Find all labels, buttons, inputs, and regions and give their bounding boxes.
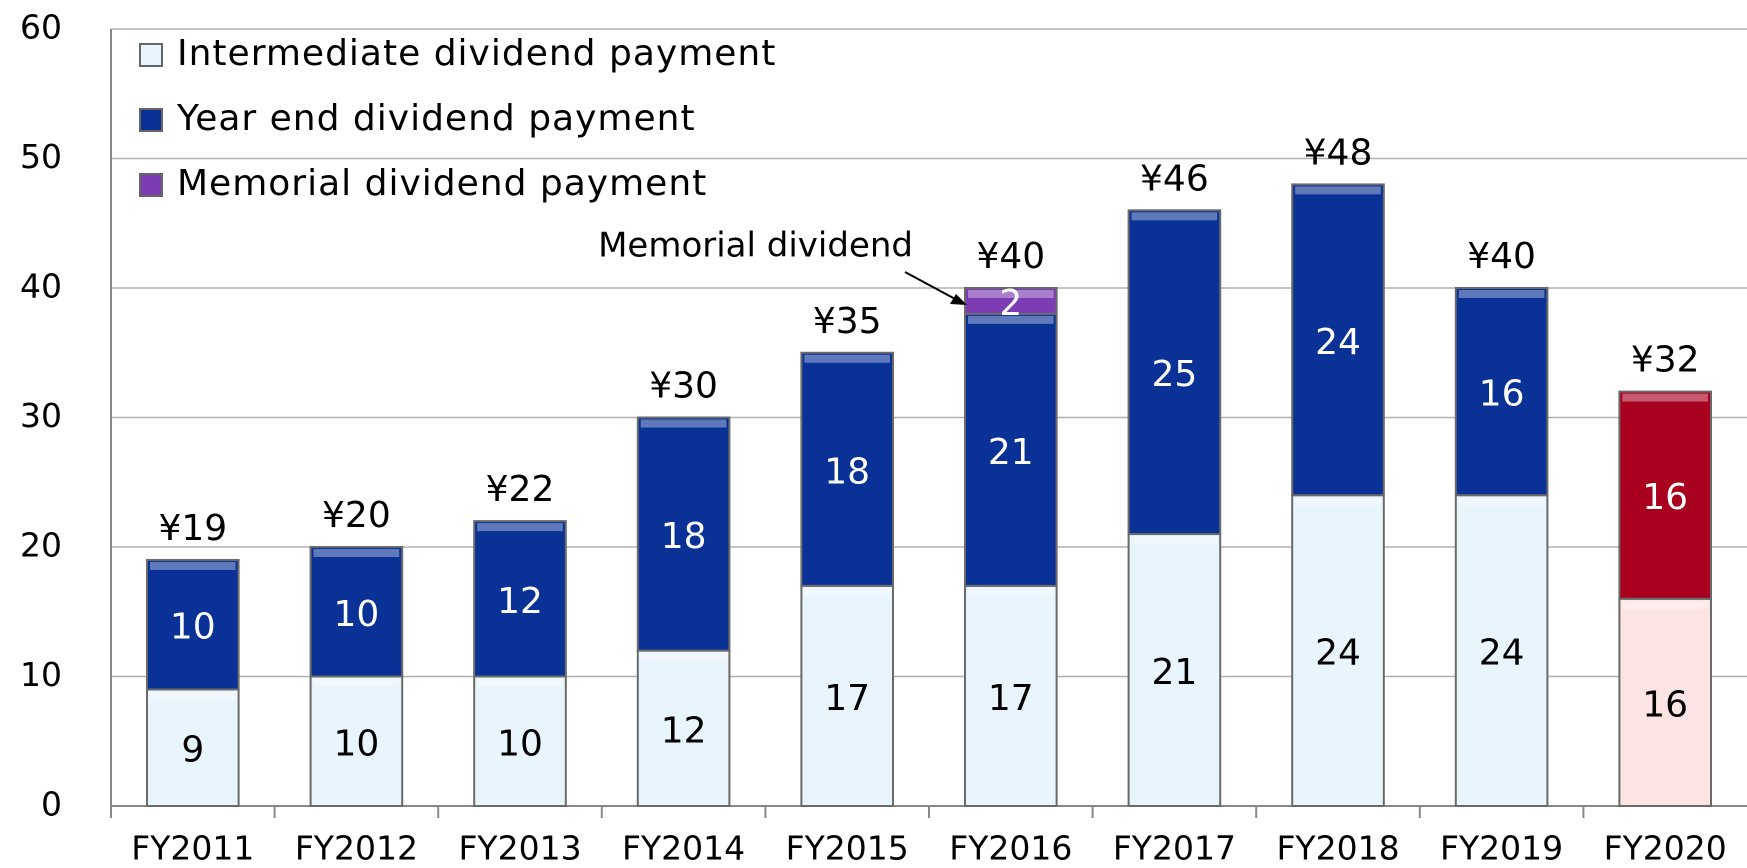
legend-swatch xyxy=(139,43,163,67)
total-label: ¥19 xyxy=(158,508,227,549)
total-label: ¥46 xyxy=(1140,158,1209,199)
bar-segment xyxy=(145,558,240,691)
data-label: 21 xyxy=(1151,652,1197,693)
bar-segment xyxy=(309,675,404,807)
y-tick-label: 50 xyxy=(20,137,62,176)
bar-highlight xyxy=(1622,600,1709,609)
bar-segment xyxy=(963,584,1058,807)
bar-highlight xyxy=(1131,536,1218,545)
total-label: ¥22 xyxy=(486,469,555,510)
data-label: 16 xyxy=(1642,684,1688,725)
bar-segment xyxy=(473,675,567,807)
x-tick-label: FY2014 xyxy=(622,829,745,868)
legend-swatch xyxy=(139,108,163,132)
bar-highlight xyxy=(1131,212,1218,221)
data-label: 2 xyxy=(999,283,1022,324)
bar-highlight xyxy=(967,290,1054,298)
bar-highlight xyxy=(804,354,891,363)
bar-highlight xyxy=(1458,290,1545,298)
bar-segment xyxy=(800,351,895,587)
total-label: ¥40 xyxy=(1467,236,1536,277)
data-label: 12 xyxy=(497,581,543,622)
legend-swatch xyxy=(139,173,163,197)
data-label: 10 xyxy=(497,723,543,764)
bar-highlight xyxy=(640,652,727,661)
bar-highlight xyxy=(967,315,1054,324)
y-tick-label: 40 xyxy=(20,267,62,306)
bar-segment xyxy=(636,416,731,652)
total-label: ¥32 xyxy=(1631,340,1700,381)
bar-segment xyxy=(963,287,1058,315)
bar-highlight xyxy=(477,523,563,532)
bar-highlight xyxy=(1622,393,1709,402)
x-tick-label: FY2018 xyxy=(1276,829,1399,868)
total-label: ¥35 xyxy=(813,301,882,342)
bar-highlight xyxy=(640,419,727,428)
bar-highlight xyxy=(149,691,236,700)
total-label: ¥48 xyxy=(1304,132,1373,173)
x-tick-label: FY2015 xyxy=(786,829,909,868)
bar-highlight xyxy=(1458,497,1545,506)
bar-segment xyxy=(1454,287,1549,497)
bar-segment xyxy=(1618,390,1713,600)
data-label: 10 xyxy=(333,723,379,764)
x-tick-label: FY2019 xyxy=(1440,829,1563,868)
data-label: 17 xyxy=(824,678,870,719)
bar-segment xyxy=(636,649,731,807)
bar-highlight xyxy=(313,678,400,687)
data-label: 16 xyxy=(1479,374,1525,415)
bar-segment xyxy=(800,584,895,807)
bar-segment xyxy=(1454,494,1549,807)
x-tick-label: FY2012 xyxy=(295,829,418,868)
data-label: 24 xyxy=(1479,633,1525,674)
annotation: Memorial dividend xyxy=(598,226,913,266)
x-tick-label: FY2013 xyxy=(458,829,581,868)
bar-highlight xyxy=(1295,497,1381,506)
bar-segment xyxy=(963,312,1058,587)
annotation-arrow xyxy=(904,271,958,301)
bar-highlight xyxy=(967,587,1054,596)
y-tick-label: 60 xyxy=(20,8,62,47)
y-tick-label: 30 xyxy=(20,396,62,435)
bar-segment xyxy=(1291,183,1385,497)
bar-segment xyxy=(1291,494,1385,807)
bar-highlight xyxy=(313,549,400,557)
data-label: 24 xyxy=(1315,633,1361,674)
y-tick-label: 0 xyxy=(41,785,62,824)
x-tick-label: FY2020 xyxy=(1604,829,1727,868)
total-label: ¥40 xyxy=(976,236,1045,277)
bar-highlight xyxy=(149,561,236,570)
legend-label: Intermediate dividend payment xyxy=(177,33,776,74)
bar-segment xyxy=(309,546,404,678)
data-label: 12 xyxy=(661,710,707,751)
bar-segment xyxy=(473,520,567,678)
legend-label: Year end dividend payment xyxy=(176,98,696,139)
y-tick-label: 20 xyxy=(20,526,62,565)
x-tick-label: FY2011 xyxy=(131,829,254,868)
data-label: 18 xyxy=(824,451,870,492)
x-tick-label: FY2016 xyxy=(949,829,1072,868)
y-tick-label: 10 xyxy=(20,655,62,694)
data-label: 16 xyxy=(1642,477,1688,518)
x-tick-label: FY2017 xyxy=(1113,829,1236,868)
data-label: 24 xyxy=(1315,322,1361,363)
data-label: 17 xyxy=(988,678,1034,719)
data-label: 10 xyxy=(170,607,216,648)
annotation-arrowhead xyxy=(950,294,967,305)
total-label: ¥20 xyxy=(322,495,391,536)
data-label: 21 xyxy=(988,432,1034,473)
bar-highlight xyxy=(804,587,891,596)
bar-segment xyxy=(1618,597,1713,807)
total-label: ¥30 xyxy=(649,366,718,407)
data-label: 9 xyxy=(181,730,204,771)
data-label: 25 xyxy=(1151,354,1197,395)
bar-highlight xyxy=(1295,186,1381,195)
data-label: 18 xyxy=(661,516,707,557)
legend-label: Memorial dividend payment xyxy=(177,163,707,204)
bar-segment xyxy=(1127,209,1222,536)
data-label: 10 xyxy=(333,594,379,635)
bar-highlight xyxy=(477,678,563,687)
